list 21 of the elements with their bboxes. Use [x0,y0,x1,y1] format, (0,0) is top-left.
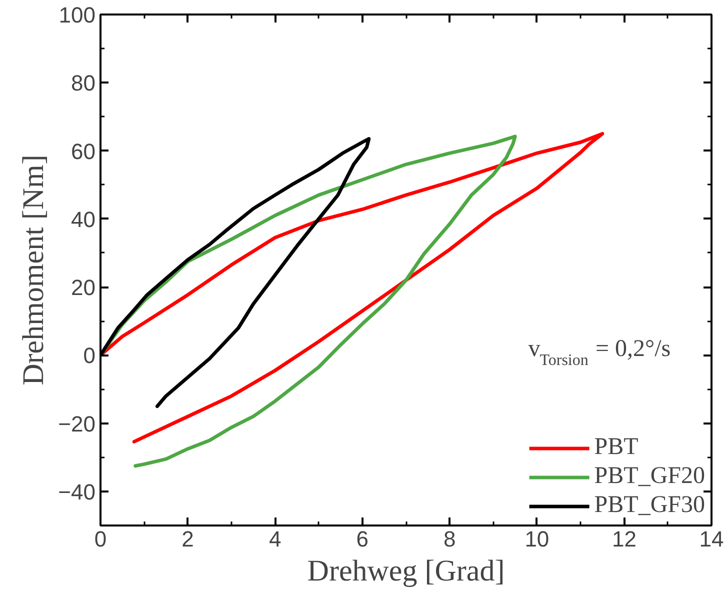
y-tick-label: −40 [58,479,96,504]
x-tick-label: 10 [524,526,550,552]
y-tick-label: 0 [83,343,96,368]
x-tick-label: 14 [699,526,724,552]
y-axis-title: Drehmoment [Nm] [17,154,50,386]
y-tick-label: 60 [71,138,96,164]
x-tick-label: 6 [356,526,368,552]
x-tick-label: 12 [612,526,636,552]
line-series [100,134,517,468]
y-tick-label: 80 [71,70,96,96]
y-tick-label: 40 [71,206,96,232]
y-tick-label: 20 [71,275,96,300]
legend-label: PBT [594,434,638,461]
x-tick-label: 2 [182,526,194,552]
legend-label: PBT_GF20 [594,463,705,490]
y-tick-label: −20 [58,411,96,436]
x-tick-label: 4 [268,526,282,552]
x-axis-title: Drehweg [Grad] [307,554,505,588]
x-tick-label: 8 [444,526,456,552]
legend-label: PBT_GF30 [594,492,705,519]
y-tick-label: 100 [58,2,96,28]
